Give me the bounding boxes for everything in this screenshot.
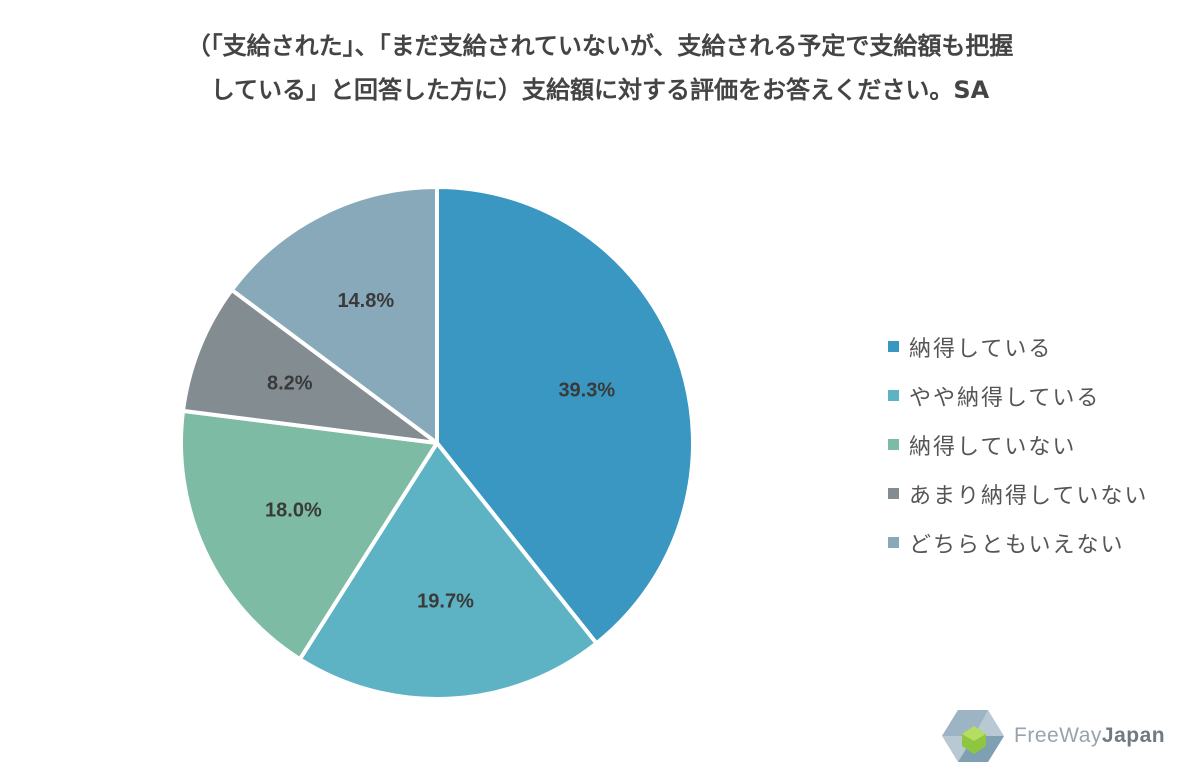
pie-slice: [181, 287, 439, 445]
title-line-2: している」と回答した方に）支給額に対する評価をお答えください。SA: [210, 76, 990, 104]
chart-title: （「支給された」、「まだ支給されていないが、支給される予定で支給額も把握 してい…: [0, 24, 1200, 112]
pie-slice: [229, 185, 439, 445]
pie-labels: 39.3% 19.7% 18.0% 8.2% 14.8%: [265, 290, 615, 612]
legend-item: あまり納得していない: [888, 469, 1148, 518]
legend-item: 納得している: [888, 322, 1148, 371]
legend-swatch: [888, 390, 899, 401]
pie-slice: [179, 408, 439, 662]
legend-label: あまり納得していない: [909, 483, 1149, 509]
logo-text-bold: Japan: [1101, 724, 1166, 747]
slice-value-label: 19.7%: [417, 591, 474, 613]
slice-value-label: 14.8%: [337, 290, 394, 312]
legend-label: 納得している: [909, 336, 1053, 362]
title-line-1: （「支給された」、「まだ支給されていないが、支給される予定で支給額も把握: [186, 32, 1014, 60]
logo-wordmark: FreeWayJapan: [1014, 724, 1165, 748]
legend-swatch: [888, 439, 899, 450]
slice-value-label: 18.0%: [265, 500, 322, 522]
legend-swatch: [888, 537, 899, 548]
pie-slices: [179, 185, 695, 701]
legend-item: やや納得している: [888, 371, 1148, 420]
cube-logo-icon: [942, 710, 1004, 762]
legend-swatch: [888, 341, 899, 352]
slice-value-label: 8.2%: [267, 373, 313, 395]
legend-label: やや納得している: [909, 385, 1101, 411]
legend-item: どちらともいえない: [888, 518, 1148, 567]
freewayjapan-logo: FreeWayJapan: [940, 708, 1165, 764]
logo-text-light: FreeWay: [1014, 724, 1102, 747]
legend: 納得しているやや納得している 納得していないあまり納得していない どちらともいえない: [888, 322, 1148, 567]
slice-value-label: 39.3%: [558, 380, 615, 402]
legend-label: どちらともいえない: [909, 532, 1125, 558]
legend-swatch: [888, 488, 899, 499]
legend-label: 納得していない: [909, 434, 1077, 460]
pie-slice: [297, 441, 599, 701]
pie-slice: [435, 185, 695, 646]
legend-item: 納得していない: [888, 420, 1148, 469]
